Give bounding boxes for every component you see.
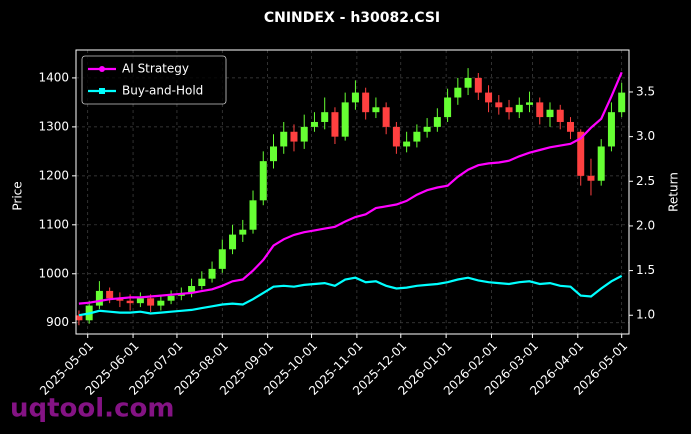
y-axis-label: Price xyxy=(11,181,25,210)
candle-body xyxy=(597,146,605,181)
candle-body xyxy=(587,175,595,181)
candle-body xyxy=(454,87,462,98)
legend-marker xyxy=(99,66,105,72)
candle-body xyxy=(546,109,554,118)
candle-body xyxy=(280,131,288,147)
chart-title: CNINDEX - h30082.CSI xyxy=(264,10,440,26)
candle-body xyxy=(607,112,615,147)
candle-body xyxy=(218,249,226,269)
y-tick-label: 1100 xyxy=(38,217,69,231)
candle-body xyxy=(188,286,196,294)
candle-body xyxy=(526,102,534,105)
candle-body xyxy=(167,295,175,301)
y2-tick-label: 1.5 xyxy=(636,263,655,277)
candle-body xyxy=(515,104,523,113)
candle-body xyxy=(536,102,544,118)
candle-body xyxy=(464,77,472,88)
legend-box xyxy=(81,55,227,105)
candle-body xyxy=(433,117,441,127)
candle-body xyxy=(495,102,503,108)
candle-body xyxy=(485,92,493,103)
candle-body xyxy=(505,107,513,113)
candle-body xyxy=(270,146,277,162)
candle-body xyxy=(249,200,257,230)
y-tick-label: 1400 xyxy=(38,70,69,84)
candle-body xyxy=(331,112,339,137)
candle-body xyxy=(444,97,452,118)
candle-body xyxy=(126,300,134,304)
line-series xyxy=(78,71,623,305)
y-tick-label: 1300 xyxy=(38,119,69,133)
candle-body xyxy=(300,126,308,142)
candle-body xyxy=(413,131,421,142)
y-tick-label: 900 xyxy=(46,315,69,329)
candle-body xyxy=(392,126,400,147)
candle-body xyxy=(372,107,380,113)
y2-tick-label: 3.0 xyxy=(636,129,655,143)
candle-body xyxy=(556,109,564,122)
candle-body xyxy=(259,161,267,201)
candle-body xyxy=(229,234,237,250)
candle-body xyxy=(382,107,390,127)
y2-tick-label: 1.0 xyxy=(636,308,655,322)
candle-body xyxy=(577,131,585,176)
candle-body xyxy=(136,298,144,304)
candle-body xyxy=(239,229,247,235)
candle-body xyxy=(474,77,482,93)
y2-tick-label: 3.5 xyxy=(636,84,655,98)
candle-body xyxy=(403,141,411,147)
candle-body xyxy=(290,131,298,142)
candle-body xyxy=(618,92,626,113)
candle-body xyxy=(310,121,318,127)
y-tick-label: 1200 xyxy=(38,168,69,182)
legend-marker xyxy=(99,88,105,94)
candle-body xyxy=(423,126,431,132)
candle-body xyxy=(147,298,155,306)
candle-body xyxy=(157,300,165,306)
candle-body xyxy=(116,298,124,301)
legend-label: Buy-and-Hold xyxy=(122,84,203,98)
candle-body xyxy=(75,315,83,321)
candle-body xyxy=(198,278,206,287)
candle-body xyxy=(566,121,574,132)
candle-body xyxy=(351,92,359,103)
candle-body xyxy=(341,102,349,137)
candle-body xyxy=(106,290,114,299)
y-tick-label: 1000 xyxy=(38,266,69,280)
candle-body xyxy=(95,290,103,306)
y2-axis-label: Return xyxy=(667,172,681,212)
candle-body xyxy=(321,112,329,122)
candle-body xyxy=(362,92,370,113)
candle-body xyxy=(208,268,216,279)
plot-frame xyxy=(75,49,630,335)
y2-tick-label: 2.5 xyxy=(636,174,655,188)
watermark: uqtool.com xyxy=(10,394,174,424)
legend-label: AI Strategy xyxy=(122,62,189,76)
line-series xyxy=(78,274,623,317)
y2-tick-label: 2.0 xyxy=(636,218,655,232)
